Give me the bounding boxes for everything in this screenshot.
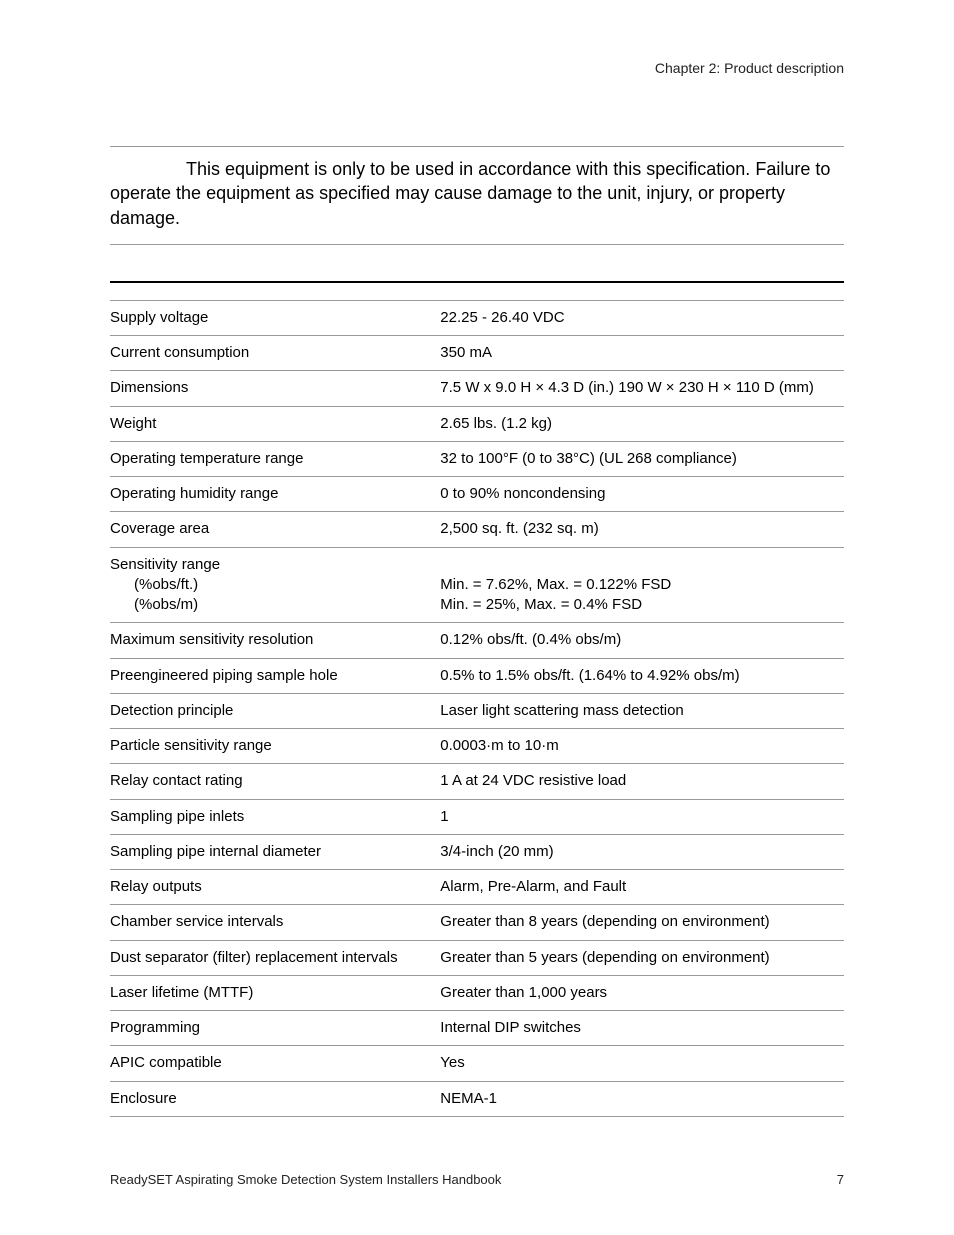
- table-row: Sampling pipe inlets1: [110, 800, 844, 835]
- spec-value: NEMA-1: [440, 1089, 844, 1109]
- table-row: Sampling pipe internal diameter3/4-inch …: [110, 835, 844, 870]
- spec-value: 2.65 lbs. (1.2 kg): [440, 414, 844, 434]
- spec-value: Greater than 1,000 years: [440, 983, 844, 1003]
- spec-label: Sensitivity range (%obs/ft.)(%obs/m): [110, 555, 440, 616]
- table-row: Relay outputsAlarm, Pre-Alarm, and Fault: [110, 870, 844, 905]
- table-row: Maximum sensitivity resolution0.12% obs/…: [110, 623, 844, 658]
- spec-label: Supply voltage: [110, 308, 440, 328]
- document-page: Chapter 2: Product description This equi…: [0, 0, 954, 1235]
- spec-value: Laser light scattering mass detection: [440, 701, 844, 721]
- spec-label-sub: (%obs/m): [110, 595, 432, 615]
- spec-value: Greater than 8 years (depending on envir…: [440, 912, 844, 932]
- spec-value: 350 mA: [440, 343, 844, 363]
- spec-label: Maximum sensitivity resolution: [110, 630, 440, 650]
- spec-value-spacer: [440, 555, 844, 575]
- spec-label: Dust separator (filter) replacement inte…: [110, 948, 440, 968]
- spec-value-line: Min. = 7.62%, Max. = 0.122% FSD: [440, 575, 844, 595]
- spec-label: Enclosure: [110, 1089, 440, 1109]
- spec-label: Operating temperature range: [110, 449, 440, 469]
- table-row: Current consumption350 mA: [110, 336, 844, 371]
- table-row: Laser lifetime (MTTF)Greater than 1,000 …: [110, 976, 844, 1011]
- spec-value: Min. = 7.62%, Max. = 0.122% FSDMin. = 25…: [440, 555, 844, 616]
- spec-value: Alarm, Pre-Alarm, and Fault: [440, 877, 844, 897]
- spec-value: Yes: [440, 1053, 844, 1073]
- warning-block: This equipment is only to be used in acc…: [110, 146, 844, 245]
- spec-label: Coverage area: [110, 519, 440, 539]
- spec-value: 1: [440, 807, 844, 827]
- spec-value: 0 to 90% noncondensing: [440, 484, 844, 504]
- table-row: Coverage area2,500 sq. ft. (232 sq. m): [110, 512, 844, 547]
- spec-label: Relay outputs: [110, 877, 440, 897]
- table-row: Operating temperature range32 to 100°F (…: [110, 442, 844, 477]
- spec-value: 0.12% obs/ft. (0.4% obs/m): [440, 630, 844, 650]
- spec-label: Current consumption: [110, 343, 440, 363]
- table-row: ProgrammingInternal DIP switches: [110, 1011, 844, 1046]
- spec-value: 7.5 W x 9.0 H × 4.3 D (in.) 190 W × 230 …: [440, 378, 844, 398]
- table-row: Chamber service intervalsGreater than 8 …: [110, 905, 844, 940]
- warning-line1: This equipment is only to be used in acc…: [186, 159, 750, 179]
- spec-label: Weight: [110, 414, 440, 434]
- table-row: Weight2.65 lbs. (1.2 kg): [110, 407, 844, 442]
- spec-value: 22.25 - 26.40 VDC: [440, 308, 844, 328]
- table-row: Relay contact rating1 A at 24 VDC resist…: [110, 764, 844, 799]
- spec-label: Programming: [110, 1018, 440, 1038]
- spec-label-sub: (%obs/ft.): [110, 575, 432, 595]
- spec-label: Detection principle: [110, 701, 440, 721]
- spec-label: Operating humidity range: [110, 484, 440, 504]
- table-row: Supply voltage22.25 - 26.40 VDC: [110, 301, 844, 336]
- spec-table: Supply voltage22.25 - 26.40 VDCCurrent c…: [110, 281, 844, 1117]
- spec-label: Preengineered piping sample hole: [110, 666, 440, 686]
- spec-value: Internal DIP switches: [440, 1018, 844, 1038]
- spec-table-header-spacer: [110, 283, 844, 301]
- table-row: Sensitivity range (%obs/ft.)(%obs/m) Min.…: [110, 548, 844, 624]
- table-row: EnclosureNEMA-1: [110, 1082, 844, 1117]
- table-row: Particle sensitivity range0.0003·m to 10…: [110, 729, 844, 764]
- spec-value: 3/4-inch (20 mm): [440, 842, 844, 862]
- spec-value-line: Min. = 25%, Max. = 0.4% FSD: [440, 595, 844, 615]
- spec-label-main: Sensitivity range: [110, 556, 220, 573]
- spec-label: Laser lifetime (MTTF): [110, 983, 440, 1003]
- table-row: Dimensions7.5 W x 9.0 H × 4.3 D (in.) 19…: [110, 371, 844, 406]
- spec-value: 2,500 sq. ft. (232 sq. m): [440, 519, 844, 539]
- spec-label: APIC compatible: [110, 1053, 440, 1073]
- spec-label: Dimensions: [110, 378, 440, 398]
- page-footer: ReadySET Aspirating Smoke Detection Syst…: [110, 1172, 844, 1187]
- table-row: APIC compatibleYes: [110, 1046, 844, 1081]
- table-row: Operating humidity range0 to 90% noncond…: [110, 477, 844, 512]
- table-row: Detection principleLaser light scatterin…: [110, 694, 844, 729]
- spec-value: 0.5% to 1.5% obs/ft. (1.64% to 4.92% obs…: [440, 666, 844, 686]
- table-row: Preengineered piping sample hole0.5% to …: [110, 659, 844, 694]
- spec-label: Particle sensitivity range: [110, 736, 440, 756]
- spec-value: 32 to 100°F (0 to 38°C) (UL 268 complian…: [440, 449, 844, 469]
- spec-value: 0.0003·m to 10·m: [440, 736, 844, 756]
- spec-label: Chamber service intervals: [110, 912, 440, 932]
- spec-label: Sampling pipe internal diameter: [110, 842, 440, 862]
- footer-title: ReadySET Aspirating Smoke Detection Syst…: [110, 1172, 501, 1187]
- warning-text: This equipment is only to be used in acc…: [110, 157, 844, 230]
- spec-label: Relay contact rating: [110, 771, 440, 791]
- table-row: Dust separator (filter) replacement inte…: [110, 941, 844, 976]
- spec-value: Greater than 5 years (depending on envir…: [440, 948, 844, 968]
- footer-page-number: 7: [837, 1172, 844, 1187]
- spec-value: 1 A at 24 VDC resistive load: [440, 771, 844, 791]
- chapter-header: Chapter 2: Product description: [110, 60, 844, 76]
- spec-label: Sampling pipe inlets: [110, 807, 440, 827]
